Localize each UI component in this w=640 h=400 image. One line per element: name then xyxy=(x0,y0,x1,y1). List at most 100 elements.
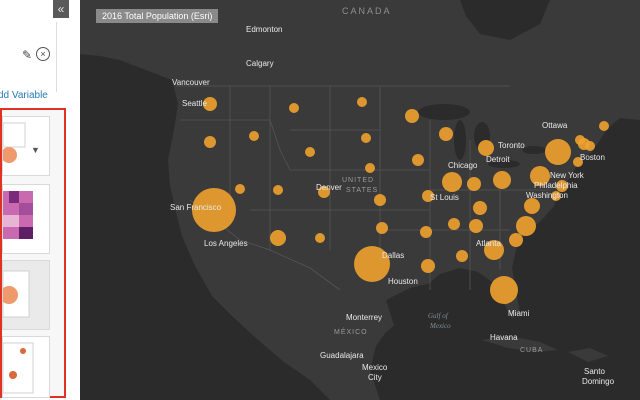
hudson-bay xyxy=(460,0,550,40)
label-philadelphia: Philadelphia xyxy=(534,181,578,190)
bubble-maine[interactable] xyxy=(599,121,609,131)
label-states: STATES xyxy=(346,187,378,194)
bubble-pennsylvania[interactable] xyxy=(530,166,550,186)
lake-superior xyxy=(418,104,470,120)
label-domingo: Domingo xyxy=(582,377,615,386)
label-ottawa: Ottawa xyxy=(542,121,568,130)
bubble-boise[interactable] xyxy=(249,131,259,141)
map-title-badge: 2016 Total Population (Esri) xyxy=(96,9,219,23)
map-view[interactable]: CANADA UNITED STATES MÉXICO CUBA Gulf of… xyxy=(80,0,640,400)
bubble-nevada[interactable] xyxy=(273,185,283,195)
bubble-south-carolina[interactable] xyxy=(509,233,523,247)
lake-michigan xyxy=(454,120,466,160)
bubble-new-hampshire[interactable] xyxy=(575,135,585,145)
bubble-denver[interactable] xyxy=(318,186,330,198)
bubble-iowa[interactable] xyxy=(412,154,424,166)
bubble-minnesota[interactable] xyxy=(405,109,419,123)
label-havana: Havana xyxy=(490,333,518,342)
bubble-indiana[interactable] xyxy=(467,177,481,191)
bubble-georgia[interactable] xyxy=(484,240,504,260)
bubble-wyoming[interactable] xyxy=(305,147,315,157)
bubble-michigan[interactable] xyxy=(478,140,494,156)
panel-header: « xyxy=(0,0,80,22)
label-gulf-of: Gulf of xyxy=(428,312,449,320)
label-los-angeles: Los Angeles xyxy=(204,239,248,248)
lake-ontario xyxy=(522,146,546,154)
bubble-maryland[interactable] xyxy=(551,191,561,201)
label-cuba: CUBA xyxy=(520,347,543,354)
bubble-mississippi[interactable] xyxy=(448,218,460,230)
label-vancouver: Vancouver xyxy=(172,78,210,87)
add-variable-link[interactable]: dd Variable xyxy=(0,90,48,101)
label-boston: Boston xyxy=(580,153,605,162)
bubble-alabama-west[interactable] xyxy=(456,250,468,262)
label-new-york: New York xyxy=(550,171,585,180)
preview-frame xyxy=(2,342,34,394)
style-option-counts-and-amounts[interactable] xyxy=(0,260,50,330)
bubble-seattle[interactable] xyxy=(203,97,217,111)
chevron-down-icon[interactable]: ▼ xyxy=(31,145,40,155)
bubble-ohio[interactable] xyxy=(493,171,511,189)
bubble-louisiana[interactable] xyxy=(421,259,435,273)
label-canada: CANADA xyxy=(342,6,392,16)
bubble-tennessee[interactable] xyxy=(469,219,483,233)
close-circle-icon[interactable]: × xyxy=(36,47,50,61)
north-america-landmass xyxy=(80,0,640,400)
label-st-louis: St Louis xyxy=(430,193,459,202)
bubble-illinois[interactable] xyxy=(442,172,462,192)
bubble-kansas[interactable] xyxy=(374,194,386,206)
bubble-nebraska[interactable] xyxy=(365,163,375,173)
small-dot-icon xyxy=(20,348,26,354)
label-dallas: Dallas xyxy=(382,251,404,260)
bubble-wisconsin[interactable] xyxy=(439,127,453,141)
bubble-california[interactable] xyxy=(192,188,236,232)
bubble-swatch-icon xyxy=(0,286,18,304)
label-atlanta: Atlanta xyxy=(476,239,501,248)
style-option-graduated[interactable] xyxy=(2,336,50,398)
small-dot-icon xyxy=(9,371,17,379)
bubble-rhode-island[interactable] xyxy=(585,141,595,151)
lake-erie xyxy=(488,160,520,168)
label-toronto: Toronto xyxy=(498,141,525,150)
bubble-montana[interactable] xyxy=(289,103,299,113)
counts-preview xyxy=(0,270,30,318)
bubble-sacramento[interactable] xyxy=(235,184,245,194)
bubble-florida[interactable] xyxy=(490,276,518,304)
basemap: CANADA UNITED STATES MÉXICO CUBA Gulf of… xyxy=(80,0,640,400)
bubble-oklahoma[interactable] xyxy=(376,222,388,234)
label-calgary: Calgary xyxy=(246,59,274,68)
label-guadalajara: Guadalajara xyxy=(320,351,364,360)
hispaniola-island xyxy=(568,348,608,362)
population-bubbles[interactable] xyxy=(192,97,609,304)
label-chicago: Chicago xyxy=(448,161,478,170)
style-option-heatmap[interactable] xyxy=(2,184,50,254)
bubble-south-dakota[interactable] xyxy=(361,133,371,143)
bubble-new-york[interactable] xyxy=(545,139,571,165)
bubble-kentucky[interactable] xyxy=(473,201,487,215)
label-seattle: Seattle xyxy=(182,99,207,108)
heatmap-cell xyxy=(19,227,33,239)
bubble-arizona[interactable] xyxy=(270,230,286,246)
bubble-virginia[interactable] xyxy=(524,198,540,214)
label-santo: Santo xyxy=(584,367,605,376)
label-san-francisco: San Francisco xyxy=(170,203,222,212)
label-united: UNITED xyxy=(342,177,374,184)
style-option-single-symbol[interactable]: ▼ xyxy=(1,116,50,176)
double-chevron-left-icon[interactable]: « xyxy=(53,0,69,18)
bubble-new-mexico[interactable] xyxy=(315,233,325,243)
bubble-portland[interactable] xyxy=(204,136,216,148)
bubble-texas[interactable] xyxy=(354,246,390,282)
bubble-north-dakota[interactable] xyxy=(357,97,367,107)
bubble-new-jersey[interactable] xyxy=(556,180,568,192)
bubble-missouri[interactable] xyxy=(422,190,434,202)
great-lakes xyxy=(418,104,546,168)
border-line xyxy=(180,119,291,171)
pencil-icon[interactable]: ✎ xyxy=(22,48,33,62)
bubble-connecticut[interactable] xyxy=(573,157,583,167)
label-mexico-city: Mexico xyxy=(362,363,388,372)
label-houston: Houston xyxy=(388,277,418,286)
bubble-north-carolina[interactable] xyxy=(516,216,536,236)
cuba-island xyxy=(482,336,558,352)
bubble-swatch-icon xyxy=(1,147,17,163)
bubble-arkansas[interactable] xyxy=(420,226,432,238)
